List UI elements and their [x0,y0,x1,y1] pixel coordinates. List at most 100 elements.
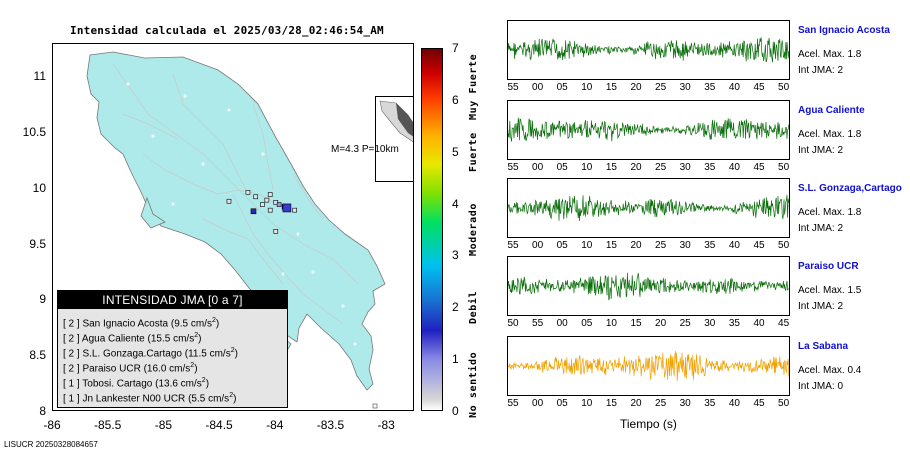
acceleration-max-label: Acel. Max. 1.8 [798,207,862,218]
legend-close-paren: ) [205,378,210,390]
legend-close-paren: ) [194,363,198,375]
time-tick-label: 20 [630,82,642,93]
time-tick-label: 10 [581,162,593,173]
legend-level: [ 2 ] [63,363,83,375]
time-tick-label: 20 [630,240,642,251]
time-tick-label: 50 [778,162,790,173]
legend-value: (9.5 cm/s [170,318,212,330]
location-inset-map [375,96,413,182]
time-tick-label: 35 [728,318,740,329]
station-name-label: San Ignacio Acosta [798,25,890,36]
legend-row: [ 2 ] San Ignacio Acosta (9.5 cm/s2) [63,317,219,329]
legend-station-name: Tobosi. Cartago [82,378,156,390]
seismogram-canvas [508,37,789,63]
time-tick-label: 45 [753,398,765,409]
time-tick-label: 35 [704,398,716,409]
time-tick-label: 20 [630,398,642,409]
time-tick-label: 50 [778,398,790,409]
legend-station-name: Paraiso UCR [82,363,144,375]
time-tick-label: 50 [507,318,519,329]
seismogram-panel [507,100,790,160]
legend-level: [ 2 ] [63,333,82,345]
time-tick-label: 10 [605,318,617,329]
legend-title: INTENSIDAD JMA [0 a 7] [58,291,287,309]
map-y-tick-label: 9 [39,292,46,307]
legend-value: (5.5 cm/s [188,393,230,405]
map-y-tick-label: 8 [39,404,46,418]
time-tick-label: 45 [778,318,790,329]
map-x-tick-label: -84.5 [205,418,233,432]
legend-close-paren: ) [234,348,238,360]
acceleration-max-label: Acel. Max. 1.5 [798,285,862,296]
time-tick-label: 40 [728,240,740,251]
jma-intensity-label: Int JMA: 2 [798,145,844,156]
station-marker [260,202,265,207]
map-y-tick-label: 8.5 [29,348,46,363]
colorbar-tick-label: 7 [452,41,459,55]
colorbar-category-label: Debil [468,290,479,324]
map-x-tick-label: -83.5 [316,418,345,432]
station-marker [253,194,259,200]
intensity-legend: INTENSIDAD JMA [0 a 7] [ 2 ] San Ignacio… [57,290,288,408]
station-marker [250,208,257,215]
time-tick-label: 00 [532,398,544,409]
station-marker [264,197,270,203]
station-marker [276,202,282,207]
map-y-tick-label: 9.5 [29,236,46,251]
map-x-tick-label: -85 [154,418,173,432]
colorbar-category-label: Fuerte [468,131,479,172]
legend-station-name: S.L. Gonzaga.Cartago [82,348,185,360]
seismogram-trace [508,272,789,301]
isla-station-marker [372,403,378,409]
station-name-label: S.L. Gonzaga,Cartago [798,183,902,194]
time-tick-label: 40 [728,162,740,173]
time-tick-label: 30 [679,240,691,251]
map-x-tick-label: -86 [43,418,61,432]
legend-station-name: Agua Caliente [81,333,148,345]
time-tick-label: 55 [507,82,519,93]
time-tick-label: 30 [704,318,716,329]
time-tick-label: 40 [728,82,740,93]
legend-unit-exponent: 2 [190,362,195,369]
time-tick-label: 20 [630,162,642,173]
time-tick-label: 15 [605,398,617,409]
time-tick-label: 50 [778,240,790,251]
intensity-map: M=4.3 P=10km INTENSIDAD JMA [0 a 7] [ 2 … [52,43,414,411]
seismogram-canvas [508,351,789,382]
legend-close-paren: ) [215,318,220,330]
time-tick-label: 00 [532,82,544,93]
jma-intensity-label: Int JMA: 0 [798,381,844,392]
time-tick-label: 00 [532,162,544,173]
time-tick-label: 00 [532,240,544,251]
map-x-tick-label: -83 [377,418,395,432]
time-tick-label: 35 [704,82,716,93]
station-name-label: La Sabana [798,341,849,352]
station-marker [226,198,232,204]
time-tick-label: 35 [704,240,716,251]
time-tick-label: 20 [655,318,667,329]
inset-canvas [379,100,413,143]
seismogram-canvas [508,117,789,142]
seismogram-trace [508,117,789,142]
colorbar-category-label: No sentido [468,351,479,419]
colorbar-category-label: Moderado [468,202,479,256]
time-tick-label: 05 [556,82,568,93]
time-tick-label: 25 [655,398,667,409]
time-tick-label: 10 [581,240,593,251]
legend-row: [ 2 ] Agua Caliente (15.5 cm/s2) [63,332,201,344]
seismogram-trace [508,37,789,63]
legend-value: (15.5 cm/s [147,333,195,345]
time-tick-label: 45 [753,162,765,173]
epicenter-marker [282,203,292,213]
seismogram-trace [508,351,789,382]
colorbar-tick-label: 2 [452,300,459,315]
colorbar-tick-label: 5 [452,144,459,159]
station-name-label: Agua Caliente [798,105,865,116]
time-tick-label: 00 [556,318,568,329]
station-marker [267,207,273,213]
intensity-colorbar [421,48,443,411]
legend-row: [ 2 ] S.L. Gonzaga.Cartago (11.5 cm/s2) [63,347,238,359]
time-tick-label: 05 [581,318,593,329]
seismogram-panel [507,336,790,396]
legend-level: [ 2 ] [63,318,83,330]
